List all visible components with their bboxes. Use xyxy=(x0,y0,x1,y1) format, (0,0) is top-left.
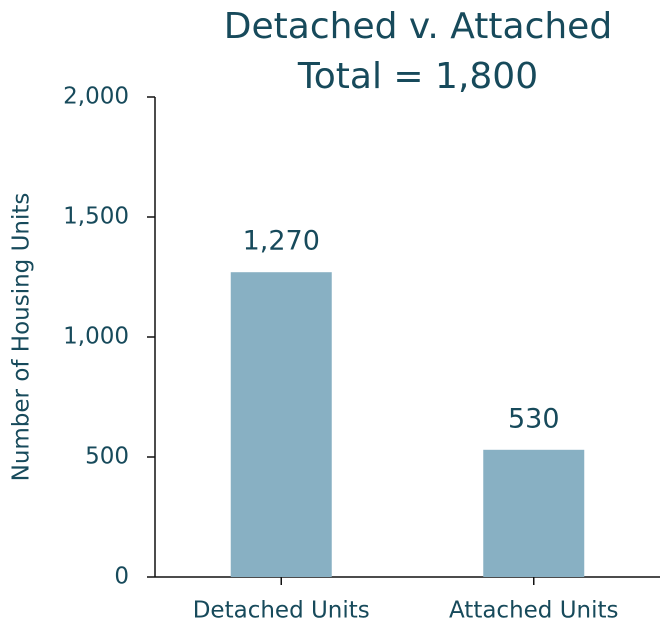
y-axis-label: Number of Housing Units xyxy=(9,193,35,482)
y-tick-label: 0 xyxy=(114,564,129,590)
y-tick-label: 1,500 xyxy=(63,204,129,230)
y-tick-label: 2,000 xyxy=(63,84,129,110)
y-tick-label: 1,000 xyxy=(63,324,129,350)
chart-subtitle: Total = 1,800 xyxy=(297,56,538,97)
bar xyxy=(230,272,332,577)
value-label: 530 xyxy=(508,403,560,434)
y-tick-label: 500 xyxy=(85,444,129,470)
value-label: 1,270 xyxy=(243,226,320,257)
bar xyxy=(483,449,585,577)
chart-title: Detached v. Attached xyxy=(224,6,612,47)
x-tick-label: Detached Units xyxy=(193,598,370,624)
x-tick-label: Attached Units xyxy=(449,598,619,624)
